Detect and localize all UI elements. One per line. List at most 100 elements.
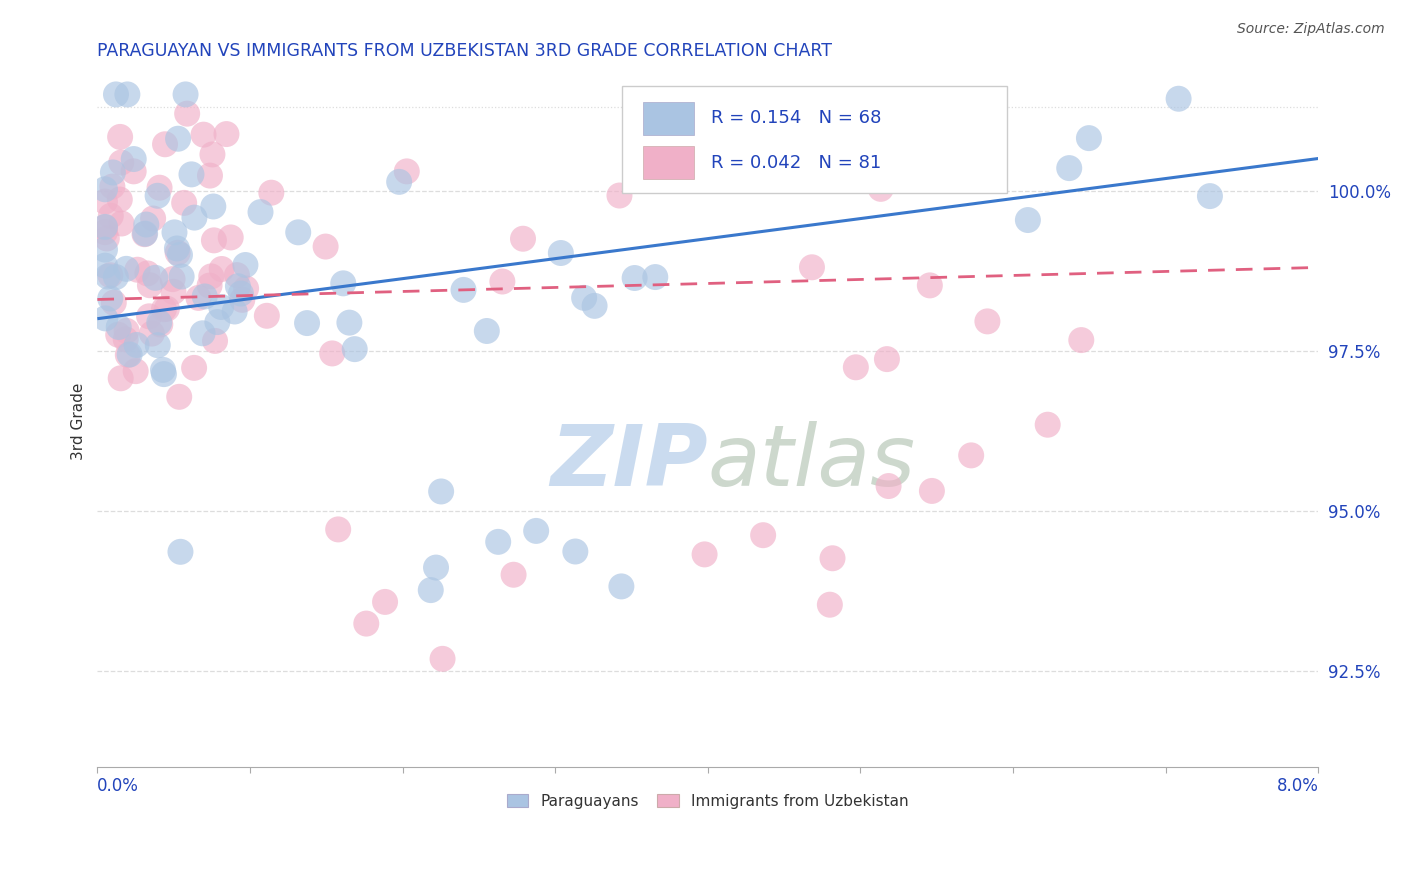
Point	[110, 371, 132, 385]
Point	[101, 179, 124, 194]
Point	[1017, 213, 1039, 227]
Point	[229, 286, 252, 301]
Legend: Paraguayans, Immigrants from Uzbekistan: Paraguayans, Immigrants from Uzbekistan	[501, 788, 915, 815]
Point	[174, 87, 197, 102]
Point	[156, 301, 179, 316]
Point	[419, 583, 441, 598]
Point	[110, 155, 132, 169]
Point	[651, 140, 673, 154]
Point	[134, 227, 156, 242]
Point	[94, 219, 117, 234]
Text: 8.0%: 8.0%	[1277, 777, 1319, 795]
Point	[1199, 189, 1222, 203]
Point	[98, 292, 121, 306]
Point	[343, 342, 366, 356]
Point	[425, 560, 447, 574]
Point	[104, 270, 127, 285]
Point	[224, 304, 246, 318]
Point	[149, 318, 172, 332]
Point	[143, 270, 166, 285]
Text: ZIP: ZIP	[550, 421, 707, 504]
Point	[800, 260, 823, 275]
Point	[139, 278, 162, 293]
Point	[287, 225, 309, 239]
Point	[114, 332, 136, 346]
Point	[321, 346, 343, 360]
Point	[877, 479, 900, 493]
Point	[108, 129, 131, 144]
Point	[332, 277, 354, 291]
Point	[960, 449, 983, 463]
Point	[170, 269, 193, 284]
Point	[198, 169, 221, 183]
Point	[260, 186, 283, 200]
Point	[609, 188, 631, 202]
Point	[94, 194, 117, 209]
Point	[104, 87, 127, 102]
Y-axis label: 3rd Grade: 3rd Grade	[72, 383, 86, 460]
Point	[117, 348, 139, 362]
Point	[512, 232, 534, 246]
Point	[118, 347, 141, 361]
Text: Source: ZipAtlas.com: Source: ZipAtlas.com	[1237, 22, 1385, 37]
Point	[107, 327, 129, 342]
Point	[148, 180, 170, 194]
Text: PARAGUAYAN VS IMMIGRANTS FROM UZBEKISTAN 3RD GRADE CORRELATION CHART: PARAGUAYAN VS IMMIGRANTS FROM UZBEKISTAN…	[97, 42, 832, 60]
Point	[166, 242, 188, 256]
Point	[162, 272, 184, 286]
Text: R = 0.154   N = 68: R = 0.154 N = 68	[711, 109, 882, 128]
Point	[550, 246, 572, 260]
Text: atlas: atlas	[707, 421, 915, 504]
Point	[201, 147, 224, 161]
Point	[94, 259, 117, 273]
Point	[202, 233, 225, 247]
Point	[235, 281, 257, 295]
Point	[198, 278, 221, 293]
Point	[94, 182, 117, 196]
Point	[1070, 333, 1092, 347]
Point	[211, 262, 233, 277]
Point	[162, 285, 184, 299]
Point	[226, 268, 249, 282]
Point	[98, 268, 121, 283]
Point	[124, 364, 146, 378]
Point	[117, 87, 139, 102]
Point	[583, 299, 606, 313]
Point	[169, 545, 191, 559]
Point	[1167, 92, 1189, 106]
Point	[315, 239, 337, 253]
Point	[209, 300, 232, 314]
Point	[752, 528, 775, 542]
Point	[122, 164, 145, 178]
Bar	[643, 145, 695, 179]
Point	[231, 293, 253, 307]
Point	[108, 193, 131, 207]
Point	[153, 137, 176, 152]
Point	[141, 326, 163, 341]
Text: R = 0.042   N = 81: R = 0.042 N = 81	[711, 154, 882, 172]
Point	[821, 551, 844, 566]
Point	[869, 182, 891, 196]
Point	[249, 205, 271, 219]
Point	[115, 261, 138, 276]
Point	[921, 483, 943, 498]
Point	[226, 279, 249, 293]
Text: 0.0%: 0.0%	[97, 777, 139, 795]
Point	[610, 579, 633, 593]
Point	[430, 484, 453, 499]
Point	[94, 225, 117, 239]
Point	[693, 548, 716, 562]
Point	[644, 270, 666, 285]
Point	[94, 243, 117, 257]
Point	[818, 598, 841, 612]
Point	[564, 544, 586, 558]
Point	[167, 390, 190, 404]
Point	[146, 188, 169, 202]
Point	[395, 164, 418, 178]
Point	[432, 652, 454, 666]
Point	[204, 334, 226, 348]
Point	[183, 360, 205, 375]
Point	[176, 106, 198, 120]
Point	[623, 271, 645, 285]
Point	[194, 289, 217, 303]
